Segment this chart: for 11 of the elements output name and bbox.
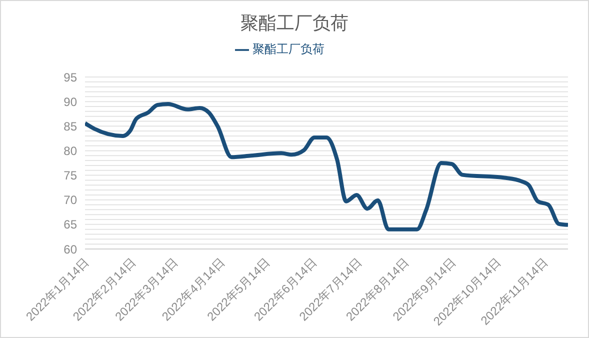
y-tick-label: 75 [64, 168, 78, 183]
legend-label: 聚酯工厂负荷 [252, 42, 324, 56]
y-tick-label: 95 [64, 70, 78, 84]
line-series [85, 102, 568, 232]
y-tick-label: 70 [64, 193, 78, 208]
y-tick-label: 90 [64, 94, 78, 109]
y-tick-label: 60 [64, 242, 78, 256]
y-tick-label: 65 [64, 218, 78, 232]
y-tick-label: 85 [64, 119, 78, 134]
chart-title: 聚酯工厂负荷 [240, 12, 350, 35]
y-tick-label: 80 [64, 144, 78, 158]
